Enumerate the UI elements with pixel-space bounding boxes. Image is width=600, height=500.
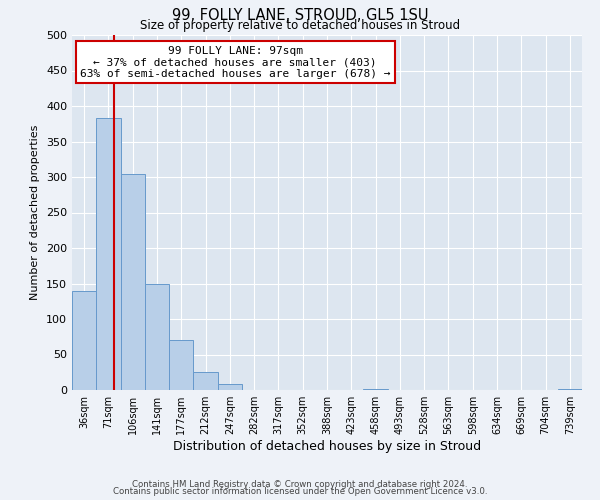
Text: Contains HM Land Registry data © Crown copyright and database right 2024.: Contains HM Land Registry data © Crown c… [132, 480, 468, 489]
Bar [218, 384, 242, 390]
X-axis label: Distribution of detached houses by size in Stroud: Distribution of detached houses by size … [173, 440, 481, 453]
Bar [193, 372, 218, 390]
Text: 99, FOLLY LANE, STROUD, GL5 1SU: 99, FOLLY LANE, STROUD, GL5 1SU [172, 8, 428, 22]
Bar [558, 388, 582, 390]
Bar [169, 340, 193, 390]
Bar [364, 388, 388, 390]
Text: Size of property relative to detached houses in Stroud: Size of property relative to detached ho… [140, 18, 460, 32]
Bar [96, 118, 121, 390]
Bar [145, 284, 169, 390]
Bar [121, 174, 145, 390]
Y-axis label: Number of detached properties: Number of detached properties [31, 125, 40, 300]
Text: Contains public sector information licensed under the Open Government Licence v3: Contains public sector information licen… [113, 488, 487, 496]
Text: 99 FOLLY LANE: 97sqm
← 37% of detached houses are smaller (403)
63% of semi-deta: 99 FOLLY LANE: 97sqm ← 37% of detached h… [80, 46, 391, 79]
Bar [72, 290, 96, 390]
